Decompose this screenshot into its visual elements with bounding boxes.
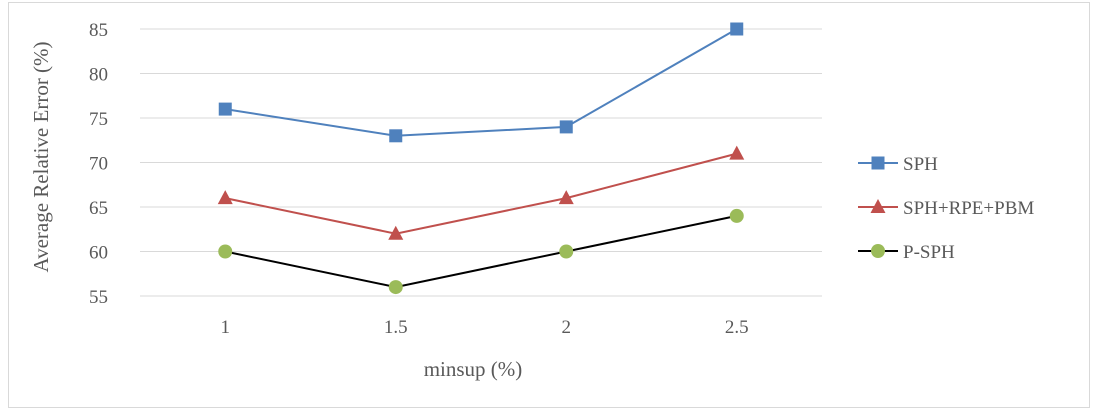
legend-marker-0 xyxy=(871,156,885,170)
data-point-1-1 xyxy=(388,225,404,240)
data-point-1-3 xyxy=(729,145,745,160)
data-point-2-1 xyxy=(388,280,403,295)
legend-label-1: SPH+RPE+PBM xyxy=(903,198,1034,219)
y-axis-ticks: 55 60 65 70 75 80 85 xyxy=(89,20,108,308)
y-tick-label-65: 65 xyxy=(89,198,108,219)
series-line-0 xyxy=(225,28,738,137)
series-line-1 xyxy=(225,152,738,235)
x-tick-label-1.5: 1.5 xyxy=(384,317,408,338)
y-tick-label-85: 85 xyxy=(89,20,108,41)
data-point-0-2 xyxy=(559,120,573,134)
data-point-2-3 xyxy=(729,208,744,223)
y-tick-label-60: 60 xyxy=(89,243,108,264)
chart-frame xyxy=(8,2,1090,408)
legend-marker-2 xyxy=(871,244,885,258)
x-axis-title: minsup (%) xyxy=(424,357,523,381)
y-tick-label-80: 80 xyxy=(89,65,108,86)
legend-label-0: SPH xyxy=(903,154,938,175)
data-point-1-0 xyxy=(217,190,233,205)
legend-item-0: SPH xyxy=(858,154,938,175)
legend-item-1: SPH+RPE+PBM xyxy=(858,198,1034,219)
legend-label-2: P-SPH xyxy=(903,242,955,263)
x-axis-ticks: 1 1.5 2 2.5 xyxy=(221,317,749,338)
series-2 xyxy=(218,208,744,295)
legend-marker-1 xyxy=(870,199,886,213)
data-point-0-1 xyxy=(389,129,403,143)
y-tick-label-75: 75 xyxy=(89,109,108,130)
data-point-2-0 xyxy=(218,244,233,259)
y-tick-label-55: 55 xyxy=(89,287,108,308)
series-0 xyxy=(218,22,744,143)
legend: SPH SPH+RPE+PBM P-SPH xyxy=(858,154,1034,263)
gridlines xyxy=(140,28,822,297)
data-point-0-3 xyxy=(730,22,744,36)
data-point-1-2 xyxy=(558,190,574,205)
x-tick-label-2.5: 2.5 xyxy=(725,317,749,338)
series-layer xyxy=(217,22,745,295)
x-tick-label-2: 2 xyxy=(562,317,572,338)
y-tick-label-70: 70 xyxy=(89,154,108,175)
data-point-0-0 xyxy=(218,102,232,116)
series-1 xyxy=(217,145,745,240)
y-axis-title: Average Relative Error (%) xyxy=(29,41,53,272)
data-point-2-2 xyxy=(559,244,574,259)
x-tick-label-1: 1 xyxy=(221,317,231,338)
series-line-2 xyxy=(225,214,737,289)
legend-item-2: P-SPH xyxy=(858,242,955,263)
